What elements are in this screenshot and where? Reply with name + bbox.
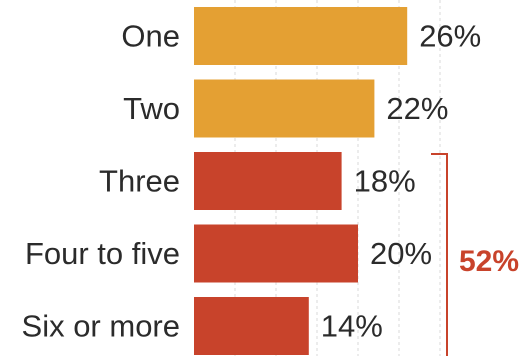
value-label: 22% — [386, 91, 448, 126]
bar — [194, 7, 408, 65]
bracket-total-label: 52% — [459, 245, 519, 278]
category-label: Three — [99, 164, 180, 199]
bar — [194, 224, 358, 283]
labels: One 26% Two 22% Three 18% Four to five 20% Six o… — [22, 19, 482, 344]
bar — [194, 152, 342, 210]
value-label: 20% — [370, 236, 432, 271]
value-label: 26% — [419, 19, 481, 54]
category-label: Two — [123, 91, 180, 126]
bar — [194, 297, 309, 355]
category-label: Four to five — [25, 236, 180, 271]
value-label: 18% — [354, 164, 416, 199]
bracket-annotation: 52% — [431, 153, 519, 356]
category-label: One — [121, 19, 180, 54]
value-label: 14% — [321, 309, 383, 344]
category-label: Six or more — [22, 309, 180, 344]
bars — [194, 7, 408, 355]
bar — [194, 79, 375, 138]
bracket-line — [431, 153, 448, 356]
gridlines — [234, 0, 441, 356]
